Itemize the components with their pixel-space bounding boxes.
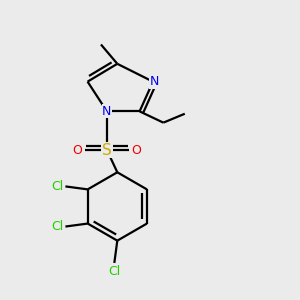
- Text: Cl: Cl: [51, 220, 63, 233]
- Text: N: N: [150, 75, 159, 88]
- Text: O: O: [132, 143, 142, 157]
- Text: Cl: Cl: [51, 180, 63, 193]
- Text: S: S: [102, 142, 112, 158]
- Text: Cl: Cl: [108, 265, 121, 278]
- Text: O: O: [72, 143, 82, 157]
- Text: N: N: [102, 105, 112, 118]
